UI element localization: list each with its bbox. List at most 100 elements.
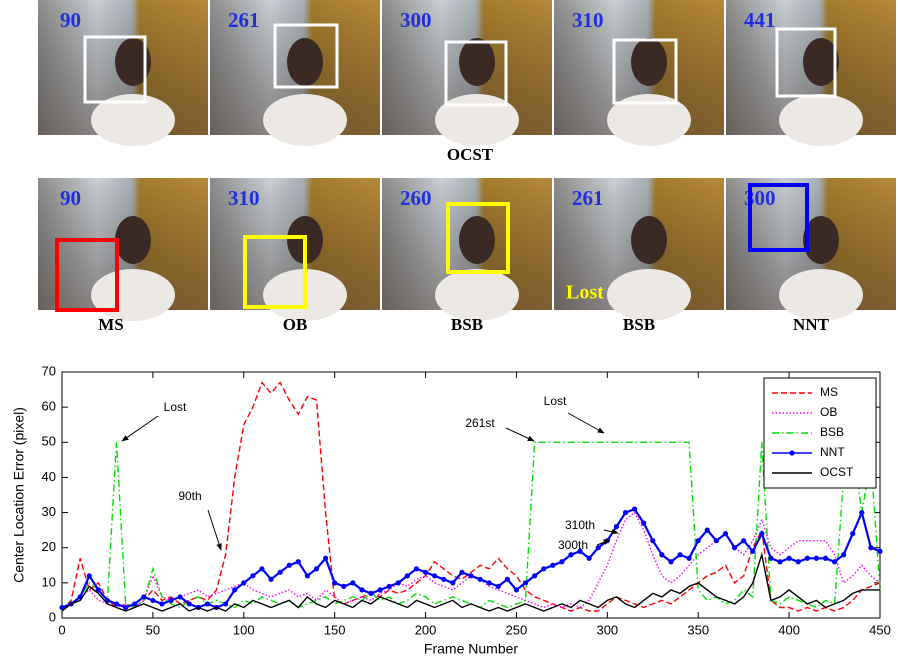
series-marker [659,552,664,557]
series-marker [777,559,782,564]
annotation: 300th [558,538,588,552]
series-marker [696,538,701,543]
series-marker [259,566,264,571]
series-marker [477,577,482,582]
series-marker [223,601,228,606]
series-marker [759,531,764,536]
series-marker [787,556,792,561]
series-marker [814,556,819,561]
y-tick-label: 20 [42,539,56,554]
series-marker [232,587,237,592]
chart: 0501001502002503003504004500102030405060… [11,363,891,656]
series-marker [141,594,146,599]
person-body [263,94,347,146]
series-marker [714,538,719,543]
person-body [779,94,863,146]
series-marker [623,510,628,515]
series-marker [641,521,646,526]
series-marker [687,556,692,561]
frame-number: 90 [60,186,81,210]
person-body [779,269,863,321]
series-marker [614,524,619,529]
series-marker [250,573,255,578]
legend-label: OB [820,405,837,419]
annotation: 261st [465,416,495,430]
series-marker [505,577,510,582]
series-marker [741,538,746,543]
y-tick-label: 50 [42,434,56,449]
series-marker [87,573,92,578]
series-marker [314,566,319,571]
series-marker [859,510,864,515]
series-marker [414,566,419,571]
series-marker [677,552,682,557]
series-marker [468,573,473,578]
frame-number: 300 [400,8,432,32]
lost-label: Lost [566,282,604,304]
person-body [607,269,691,321]
y-tick-label: 10 [42,574,56,589]
frame-number: 260 [400,186,432,210]
series-marker [568,552,573,557]
person-head [459,216,495,264]
method-label: BSB [623,315,655,334]
person-head [115,216,151,264]
series-marker [750,549,755,554]
series-marker [332,580,337,585]
series-marker [432,573,437,578]
series-marker [459,570,464,575]
panel-label: OCST [447,145,494,164]
series-marker [132,601,137,606]
series-marker [278,570,283,575]
x-tick-label: 250 [506,622,528,637]
series-marker [305,573,310,578]
series-marker [114,601,119,606]
series-marker [368,591,373,596]
series-marker [350,580,355,585]
series-marker [268,577,273,582]
series-marker [341,584,346,589]
series-marker [187,601,192,606]
series-marker [541,566,546,571]
series-marker [123,605,128,610]
frame-number: 90 [60,8,81,32]
annotation: 310th [565,518,595,532]
frame-number: 310 [572,8,604,32]
series-marker [178,594,183,599]
series-marker [868,545,873,550]
series-marker [396,580,401,585]
series-marker [405,573,410,578]
series-marker [823,556,828,561]
series-marker [296,559,301,564]
series-marker [387,584,392,589]
legend-label: NNT [820,445,845,459]
x-tick-label: 350 [687,622,709,637]
y-tick-label: 70 [42,363,56,378]
legend-marker [789,450,794,455]
person-body [435,269,519,321]
series-marker [487,580,492,585]
legend-label: MS [820,385,838,399]
series-marker [632,506,637,511]
series-marker [723,531,728,536]
method-label: NNT [793,315,830,334]
series-marker [768,556,773,561]
series-marker [650,538,655,543]
method-label: OB [283,315,308,334]
series-marker [241,580,246,585]
series-marker [159,601,164,606]
series-marker [378,587,383,592]
series-marker [168,598,173,603]
legend-label: BSB [820,425,844,439]
x-tick-label: 100 [233,622,255,637]
series-marker [514,587,519,592]
annotation: Lost [544,394,567,408]
series-marker [668,559,673,564]
frame-number: 261 [572,186,604,210]
frame-number: 441 [744,8,776,32]
series-marker [523,580,528,585]
series-marker [832,559,837,564]
series-marker [596,545,601,550]
series-marker [450,580,455,585]
person-head [287,38,323,86]
